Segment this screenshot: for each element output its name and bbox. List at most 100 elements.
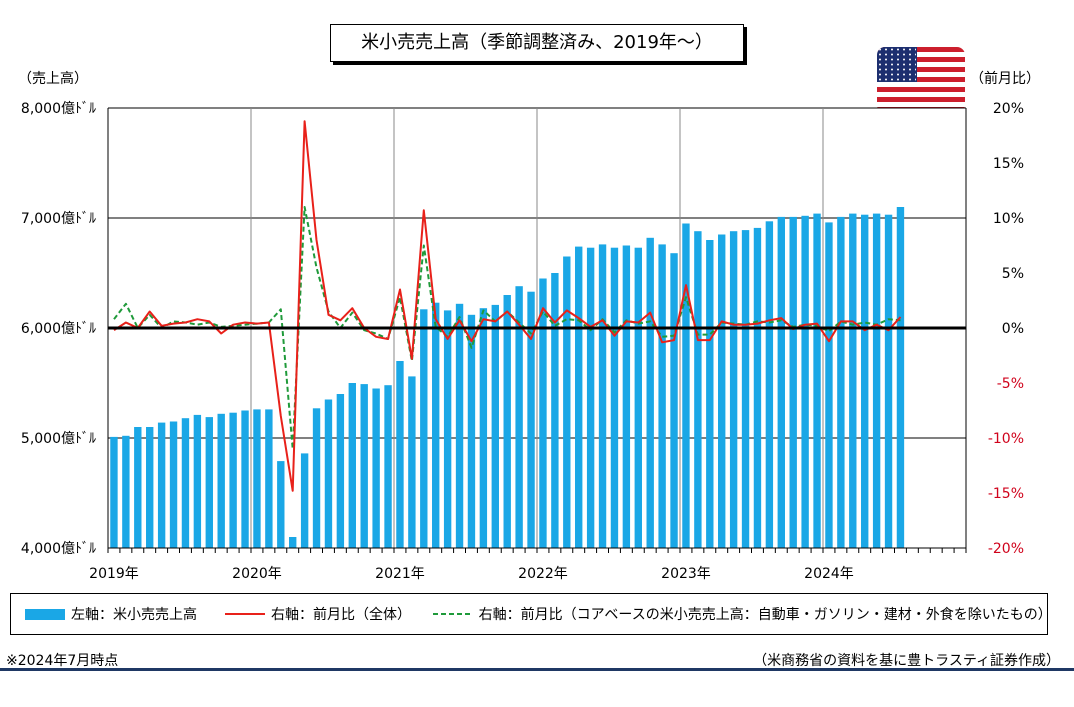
- bar: [479, 308, 488, 548]
- right-tick-label: -5%: [997, 376, 1024, 392]
- axes: [107, 108, 967, 553]
- bar: [515, 286, 523, 548]
- bar: [825, 222, 833, 548]
- bar: [789, 216, 797, 548]
- bar: [741, 230, 750, 548]
- bar: [277, 461, 285, 548]
- legend: 左軸：米小売売上高 右軸：前月比（全体） 右軸：前月比（コアベースの米小売売上高…: [10, 593, 1052, 635]
- bar: [706, 240, 714, 548]
- line-series: [113, 120, 902, 492]
- bar: [336, 394, 345, 548]
- bar: [253, 409, 261, 548]
- bar: [622, 245, 631, 548]
- right-axis-title: （前月比）: [970, 71, 1040, 87]
- total-mom-line: [113, 120, 902, 492]
- legend-swatch-red-line: [225, 613, 265, 615]
- bar: [598, 244, 607, 548]
- bar: [122, 435, 130, 548]
- right-tick-label: 0%: [1002, 321, 1024, 337]
- legend-swatch-green-line: [433, 613, 473, 615]
- bar: [205, 417, 213, 548]
- bar: [503, 295, 511, 548]
- right-tick-label: 10%: [993, 211, 1024, 227]
- bar: [265, 409, 273, 548]
- bar: [527, 291, 535, 548]
- bar: [324, 399, 333, 548]
- bar: [181, 418, 190, 548]
- bar: [539, 278, 547, 548]
- bar: [563, 256, 571, 548]
- bar: [396, 361, 404, 548]
- legend-label-red-line: 右軸：前月比（全体）: [271, 607, 411, 623]
- bar: [169, 421, 178, 548]
- bar: [765, 221, 774, 549]
- legend-label-green-line: 右軸：前月比（コアベースの米小売売上高：自動車・ガソリン・建材・外食を除いたもの…: [478, 607, 1052, 623]
- x-tick-label: 2021年: [375, 566, 425, 582]
- bar: [610, 247, 619, 548]
- bar: [432, 302, 440, 548]
- bar: [384, 385, 392, 548]
- bar: [241, 410, 249, 548]
- bar: [110, 436, 118, 548]
- bar: [348, 383, 356, 548]
- legend-item-green-line: 右軸：前月比（コアベースの米小売売上高：自動車・ガソリン・建材・外食を除いたもの…: [433, 594, 1052, 634]
- bar: [455, 303, 464, 548]
- left-tick-label: 8,000億ﾄﾞﾙ: [21, 101, 96, 117]
- bar: [801, 215, 809, 549]
- bar: [217, 413, 225, 548]
- x-tick-label: 2020年: [232, 566, 282, 582]
- chart-area: 4,000億ﾄﾞﾙ 5,000億ﾄﾞﾙ 6,000億ﾄﾞﾙ 7,000億ﾄﾞﾙ 8,00…: [21, 101, 1024, 582]
- bar: [646, 237, 654, 549]
- right-tick-label: 15%: [993, 156, 1024, 172]
- bar: [682, 223, 690, 548]
- bar: [467, 314, 476, 548]
- right-tick-label: -20%: [988, 541, 1024, 557]
- bottom-rule: [0, 668, 1074, 671]
- bar: [872, 213, 881, 548]
- x-tick-label: 2024年: [804, 566, 854, 582]
- right-tick-label: -15%: [988, 486, 1024, 502]
- bar: [134, 427, 142, 548]
- footnote: ※2024年7月時点: [6, 653, 119, 669]
- bar: [420, 309, 428, 548]
- legend-item-red-line: 右軸：前月比（全体）: [225, 594, 411, 634]
- bar: [777, 216, 785, 548]
- bar: [896, 207, 905, 548]
- right-tick-label: 5%: [1002, 266, 1024, 282]
- bar: [694, 231, 702, 548]
- bar: [849, 213, 857, 548]
- left-axis-title: （売上高）: [18, 71, 88, 87]
- bar: [146, 427, 154, 548]
- bar: [312, 408, 321, 548]
- bar: [729, 231, 738, 548]
- legend-label-bars: 左軸：米小売売上高: [71, 607, 197, 623]
- bar: [575, 246, 583, 548]
- bar: [372, 388, 380, 548]
- x-tick-label: 2022年: [518, 566, 568, 582]
- bar-series: [110, 207, 905, 549]
- bar: [491, 304, 499, 548]
- tick-labels: 4,000億ﾄﾞﾙ 5,000億ﾄﾞﾙ 6,000億ﾄﾞﾙ 7,000億ﾄﾞﾙ 8,00…: [21, 101, 1024, 582]
- bar: [670, 253, 678, 548]
- bar: [813, 213, 821, 548]
- bar: [861, 214, 869, 548]
- left-tick-label: 4,000億ﾄﾞﾙ: [21, 541, 96, 557]
- bar: [157, 422, 166, 548]
- bar: [229, 412, 237, 548]
- right-tick-label: -10%: [988, 431, 1024, 447]
- left-tick-label: 6,000億ﾄﾞﾙ: [21, 321, 96, 337]
- left-tick-label: 7,000億ﾄﾞﾙ: [21, 211, 96, 227]
- left-tick-label: 5,000億ﾄﾞﾙ: [21, 431, 96, 447]
- bar: [718, 234, 726, 548]
- bar: [443, 310, 452, 548]
- bar: [753, 227, 762, 548]
- bar: [289, 537, 297, 548]
- bar: [300, 453, 309, 548]
- bar: [193, 414, 202, 548]
- bar: [884, 214, 893, 548]
- legend-swatch-bars: [25, 609, 65, 620]
- bar: [360, 384, 368, 548]
- bar: [551, 273, 559, 548]
- bar: [408, 376, 416, 548]
- x-tick-label: 2019年: [89, 566, 139, 582]
